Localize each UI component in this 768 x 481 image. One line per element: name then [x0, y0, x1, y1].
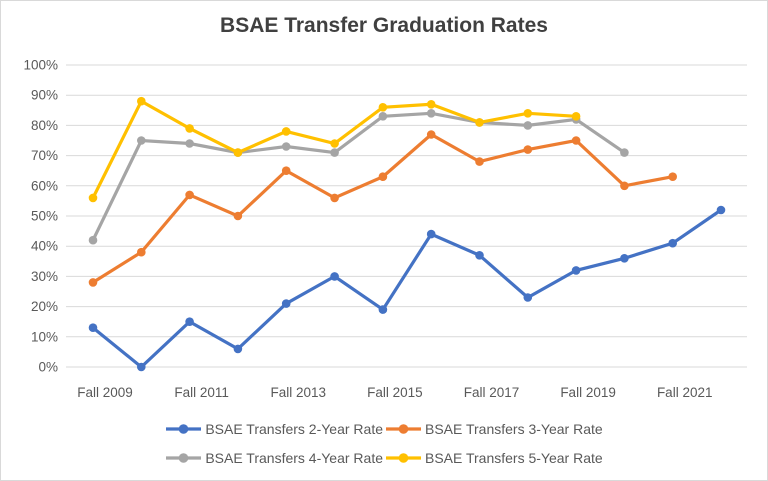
y-axis-tick-label: 50% — [31, 209, 58, 224]
y-axis-tick-label: 10% — [31, 329, 58, 344]
x-axis-tick-label: Fall 2015 — [367, 385, 423, 400]
chart-title: BSAE Transfer Graduation Rates — [220, 14, 548, 37]
data-point-marker — [88, 193, 98, 203]
legend-label: BSAE Transfers 2-Year Rate — [205, 421, 383, 437]
data-point-marker — [571, 136, 581, 145]
data-point-marker — [426, 229, 436, 239]
data-point-marker — [330, 139, 339, 148]
data-point-marker — [523, 293, 533, 302]
y-axis-tick-label: 100% — [23, 58, 58, 73]
data-point-marker — [378, 172, 388, 181]
y-axis-tick-label: 80% — [31, 118, 58, 133]
y-axis-tick-label: 60% — [31, 178, 58, 193]
x-axis-tick-label: Fall 2011 — [174, 385, 229, 400]
data-point-marker — [426, 100, 436, 109]
data-point-marker — [185, 139, 194, 148]
series-line-4-year — [91, 111, 626, 241]
y-axis-tick-label: 0% — [38, 360, 58, 375]
y-axis-tick-label: 90% — [31, 88, 58, 103]
legend: BSAE Transfers 2-Year Rate BSAE Transfers… — [1, 421, 767, 466]
legend-row: BSAE Transfers 2-Year Rate BSAE Transfers… — [164, 421, 603, 437]
y-axis-tick-label: 30% — [31, 269, 58, 284]
data-point-marker — [281, 299, 291, 308]
data-point-marker — [281, 142, 291, 151]
data-point-marker — [668, 172, 677, 181]
x-axis-tick-label: Fall 2021 — [657, 385, 713, 400]
x-axis-tick-label: Fall 2009 — [77, 385, 133, 400]
data-point-marker — [88, 235, 98, 245]
legend-item: BSAE Transfers 2-Year Rate — [165, 421, 383, 437]
data-point-marker — [137, 96, 146, 106]
data-point-marker — [475, 157, 484, 166]
legend-row: BSAE Transfers 4-Year Rate BSAE Transfers… — [164, 450, 603, 466]
y-axis-tick-label: 40% — [31, 239, 58, 254]
data-point-marker — [523, 109, 533, 118]
data-point-marker — [620, 148, 629, 157]
data-point-marker — [185, 317, 194, 327]
data-point-marker — [426, 109, 436, 118]
data-point-marker — [378, 103, 388, 112]
data-point-marker — [281, 127, 291, 136]
legend-dot — [398, 424, 409, 434]
legend-label: BSAE Transfers 3-Year Rate — [425, 421, 603, 437]
legend-item: BSAE Transfers 4-Year Rate — [165, 450, 383, 466]
data-point-marker — [330, 193, 339, 203]
data-point-marker — [620, 181, 629, 191]
legend-label: BSAE Transfers 4-Year Rate — [205, 450, 383, 466]
data-point-marker — [716, 205, 726, 215]
data-point-marker — [378, 112, 388, 121]
data-point-marker — [475, 118, 484, 127]
series-line-2-year — [91, 208, 722, 370]
data-point-marker — [233, 211, 243, 221]
data-point-marker — [668, 238, 677, 248]
data-point-marker — [523, 121, 533, 130]
x-axis-tick-label: Fall 2013 — [270, 385, 326, 400]
legend-dot — [179, 453, 189, 463]
plot-area: 0% 10% 20% 30% 40% 50% 60% 70% 80% 90% 100% Fall 20… — [23, 58, 747, 400]
legend-label: BSAE Transfers 5-Year Rate — [425, 450, 603, 466]
data-point-marker — [88, 278, 98, 287]
legend-item: BSAE Transfers 3-Year Rate — [385, 421, 603, 437]
data-point-marker — [330, 148, 339, 157]
data-point-marker — [185, 190, 194, 200]
data-point-marker — [137, 362, 146, 372]
data-point-marker — [475, 251, 484, 260]
legend-marker-icon — [386, 453, 421, 463]
x-axis-tick-label: Fall 2017 — [464, 385, 520, 400]
data-point-marker — [571, 112, 581, 121]
legend-marker-icon — [386, 424, 421, 434]
data-point-marker — [137, 247, 146, 257]
x-axis-tick-label: Fall 2019 — [560, 385, 616, 400]
legend-marker-icon — [166, 453, 202, 463]
data-point-marker — [571, 266, 581, 275]
y-axis-tick-label: 20% — [31, 299, 58, 314]
data-point-marker — [523, 145, 533, 154]
data-point-marker — [88, 323, 98, 333]
legend-item: BSAE Transfers 5-Year Rate — [385, 450, 603, 466]
y-axis-tick-label: 70% — [31, 148, 58, 163]
data-point-marker — [233, 344, 243, 354]
legend-dot — [179, 424, 189, 434]
legend-dot — [398, 453, 409, 463]
data-point-marker — [281, 166, 291, 175]
data-point-marker — [620, 253, 629, 263]
data-point-marker — [185, 124, 194, 133]
data-point-marker — [426, 130, 436, 139]
data-point-marker — [137, 136, 146, 145]
data-point-marker — [233, 148, 243, 157]
legend-marker-icon — [166, 424, 202, 434]
series-line-3-year — [92, 132, 673, 284]
data-point-marker — [330, 272, 339, 281]
data-point-marker — [378, 305, 388, 314]
